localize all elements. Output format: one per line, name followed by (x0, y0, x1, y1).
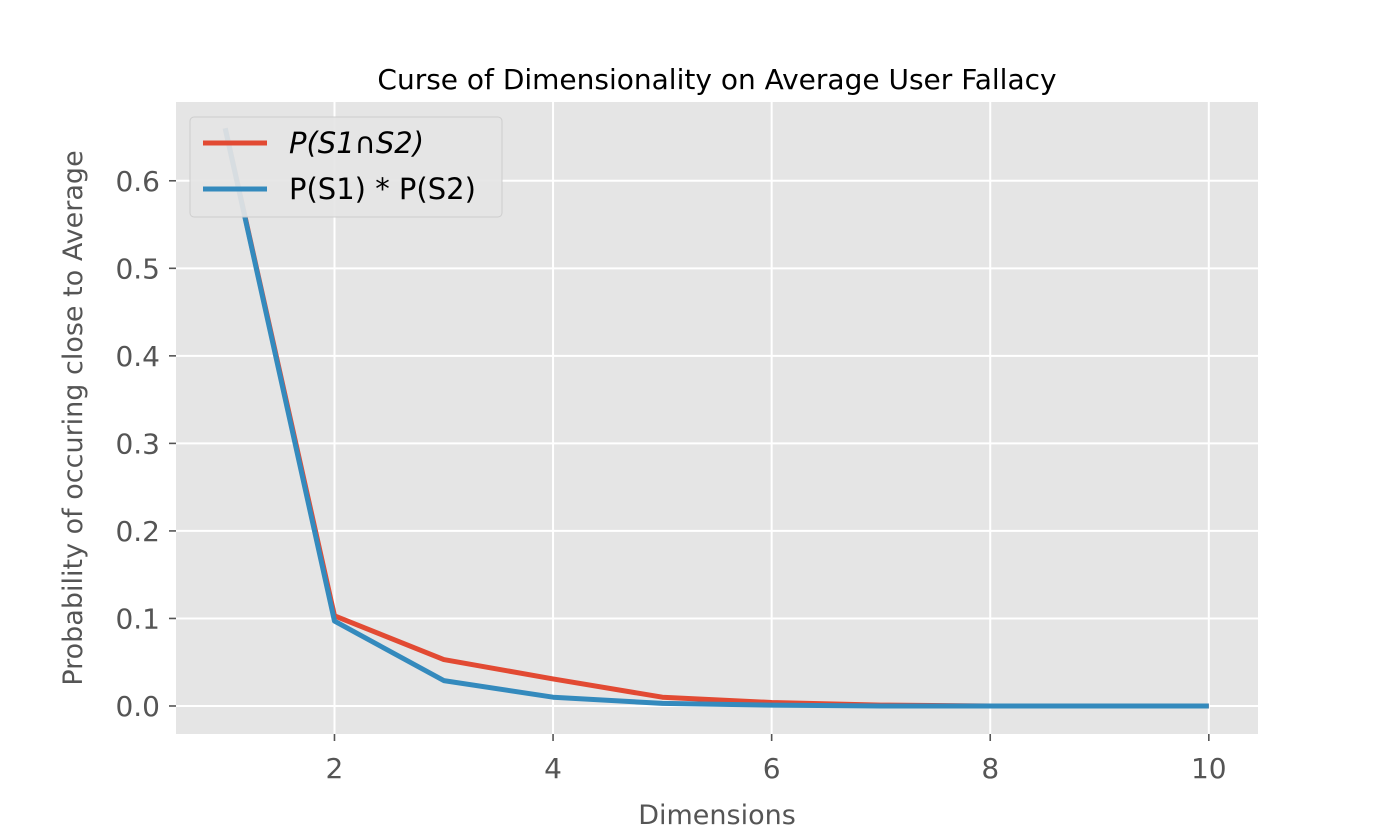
series-layer (222, 127, 1209, 709)
legend-box (189, 116, 503, 218)
y-tick-label: 0.6 (115, 165, 160, 198)
x-axis-ticks: 2 4 6 8 10 (326, 734, 1227, 785)
x-axis-title: Dimensions (638, 800, 796, 831)
y-axis-ticks: 0.0 0.1 0.2 0.3 0.4 0.5 0.6 (115, 165, 176, 723)
y-tick-label: 0.0 (115, 690, 160, 723)
x-tick-label: 8 (981, 752, 999, 785)
y-tick-label: 0.3 (115, 427, 160, 460)
series-line-product (222, 127, 1209, 709)
y-tick-label: 0.1 (115, 602, 160, 635)
chart-title: Curse of Dimensionality on Average User … (377, 63, 1056, 96)
legend: P(S1∩S2) P(S1) * P(S2) (189, 116, 503, 218)
legend-label-product: P(S1) * P(S2) (289, 172, 476, 206)
y-tick-label: 0.2 (115, 515, 160, 548)
x-tick-label: 10 (1191, 752, 1227, 785)
y-tick-label: 0.5 (115, 252, 160, 285)
grid-lines (176, 102, 1258, 734)
x-tick-label: 4 (544, 752, 562, 785)
x-tick-label: 6 (763, 752, 781, 785)
x-tick-label: 2 (326, 752, 344, 785)
y-tick-label: 0.4 (115, 340, 160, 373)
y-axis-title: Probability of occuring close to Average (58, 150, 89, 685)
legend-label-intersection: P(S1∩S2) (289, 126, 424, 160)
